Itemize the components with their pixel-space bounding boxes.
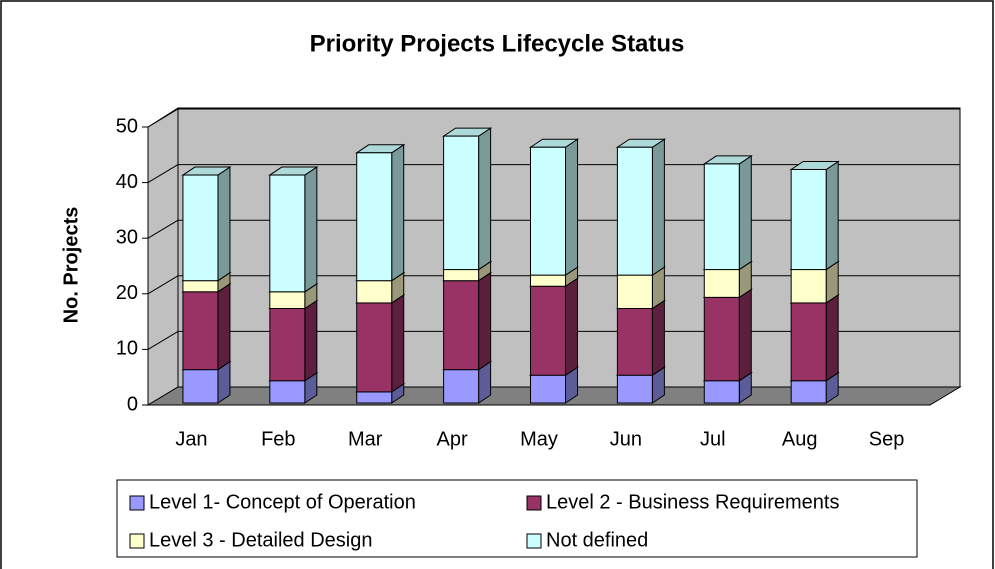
x-tick-label: Feb — [261, 428, 295, 450]
bar-segment — [356, 152, 393, 282]
bar-segment — [443, 135, 480, 271]
bar-side — [304, 299, 318, 382]
bar-segment — [182, 291, 219, 371]
bar-segment — [703, 296, 740, 382]
bar-segment — [530, 285, 566, 376]
y-tick-label: 20 — [116, 282, 138, 304]
bar-segment — [443, 269, 480, 282]
bar-segment — [703, 269, 740, 298]
bar-segment — [356, 391, 393, 404]
bar-segment — [269, 174, 306, 293]
x-tick-label: Jun — [610, 428, 642, 450]
bar-segment — [530, 374, 566, 404]
bar-segment — [356, 280, 393, 304]
legend-label: Not defined — [546, 529, 648, 551]
x-tick-label: Jul — [700, 428, 726, 450]
bar-side — [651, 299, 665, 377]
bar-segment — [182, 369, 219, 404]
bar-side — [738, 154, 752, 271]
bar-side — [304, 166, 318, 293]
legend-label: Level 2 - Business Requirements — [546, 491, 839, 513]
bar-segment — [790, 269, 827, 304]
bar-side — [217, 282, 231, 371]
y-tick-label: 50 — [116, 115, 138, 137]
y-tick-label: 0 — [127, 393, 138, 415]
x-tick-label: May — [520, 428, 558, 450]
x-tick-label: Mar — [348, 428, 383, 450]
bar-side — [391, 293, 405, 393]
bar-segment — [269, 380, 306, 404]
side-grid-line — [147, 330, 179, 350]
bar-segment — [616, 307, 653, 376]
y-axis-label: No. Projects — [60, 207, 82, 324]
legend-label: Level 3 - Detailed Design — [149, 529, 372, 551]
bar-side — [478, 127, 492, 271]
legend-swatch — [129, 533, 145, 549]
legend-box — [116, 479, 918, 558]
y-tick-label: 30 — [116, 226, 138, 248]
x-tick-label: Aug — [782, 428, 818, 450]
legend-swatch — [526, 533, 542, 549]
bar-segment — [790, 380, 827, 404]
bar-segment — [530, 274, 566, 287]
bar-side — [738, 288, 752, 382]
bar-side — [565, 138, 578, 277]
bar-side — [391, 143, 405, 282]
bar-segment — [703, 380, 740, 404]
legend-label: Level 1- Concept of Operation — [149, 491, 416, 513]
side-grid-line — [147, 164, 179, 184]
bar-side — [825, 160, 839, 271]
legend-swatch — [129, 495, 145, 511]
y-tick-label: 10 — [116, 338, 138, 360]
bar-segment — [182, 174, 219, 282]
bar-segment — [530, 146, 566, 276]
chart-title: Priority Projects Lifecycle Status — [310, 30, 685, 57]
bar-segment — [443, 369, 480, 404]
bar-segment — [269, 307, 306, 382]
side-wall — [147, 107, 179, 406]
side-grid-line — [147, 219, 179, 239]
bar-side — [825, 293, 839, 382]
bar-side — [478, 271, 492, 371]
bar-segment — [790, 168, 827, 271]
bar-segment — [269, 291, 306, 309]
bar-segment — [356, 302, 393, 393]
x-tick-label: Sep — [869, 428, 905, 450]
side-grid-line — [147, 108, 179, 128]
bar-segment — [616, 374, 653, 404]
x-tick-label: Apr — [437, 428, 468, 450]
bar-segment — [182, 280, 219, 293]
x-tick-label: Jan — [175, 428, 207, 450]
bar-segment — [443, 280, 480, 371]
legend-swatch — [526, 495, 542, 511]
bar-segment — [790, 302, 827, 382]
bar-segment — [616, 146, 653, 276]
bar-side — [217, 166, 231, 282]
bar-segment — [616, 274, 653, 309]
side-grid-line — [147, 275, 179, 295]
bar-side — [651, 138, 665, 277]
bar-side — [565, 277, 578, 377]
y-tick-label: 40 — [116, 171, 138, 193]
bar-segment — [703, 163, 740, 271]
